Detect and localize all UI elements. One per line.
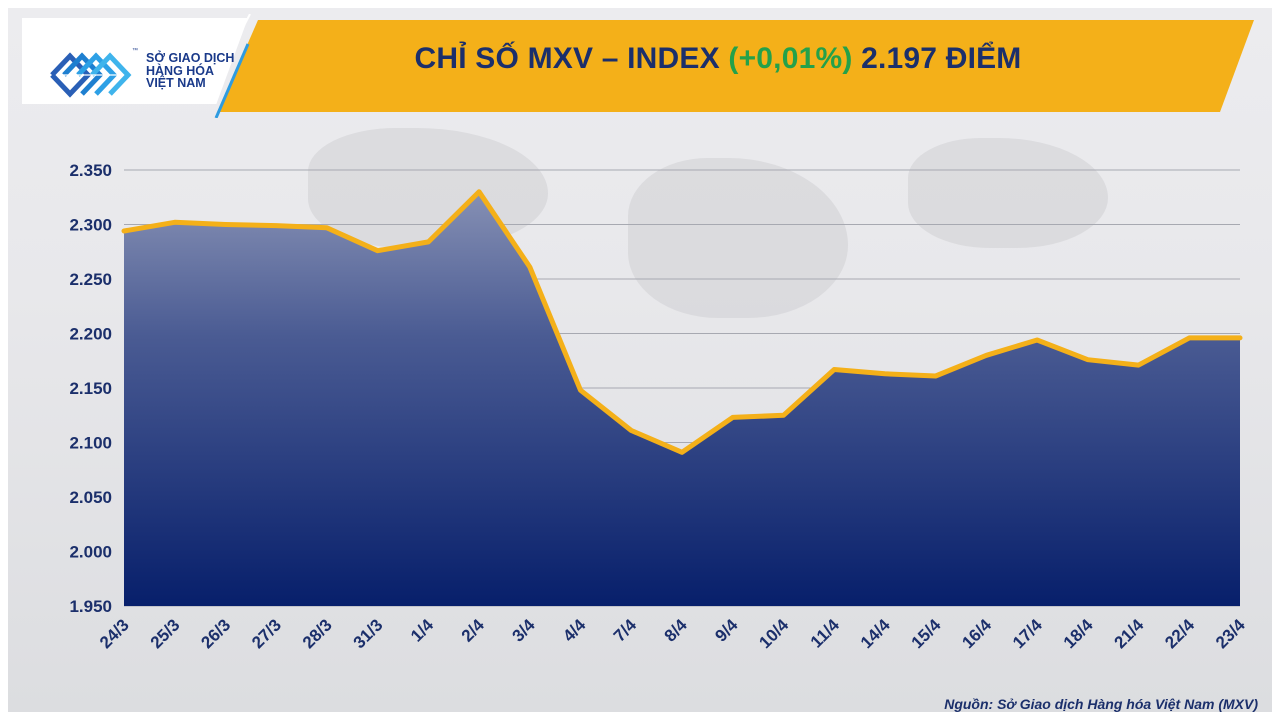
logo-line-1: SỞ GIAO DỊCH xyxy=(146,51,235,65)
x-tick-label: 3/4 xyxy=(508,615,539,646)
x-tick-label: 26/3 xyxy=(197,615,234,652)
logo-panel xyxy=(22,18,248,104)
x-tick-label: 17/4 xyxy=(1009,615,1046,652)
x-tick-label: 8/4 xyxy=(661,615,692,646)
series-area xyxy=(124,191,1240,607)
x-tick-label: 1/4 xyxy=(407,615,438,646)
trademark-symbol: ™ xyxy=(132,48,138,54)
x-tick-label: 11/4 xyxy=(807,615,844,652)
world-map-background xyxy=(628,158,848,318)
x-tick-label: 24/3 xyxy=(96,615,133,652)
x-tick-label: 21/4 xyxy=(1111,615,1148,652)
x-tick-label: 18/4 xyxy=(1060,615,1097,652)
index-chart: 1.950 2.000 2.050 2.100 2.150 2.200 2.250 2.300… xyxy=(69,161,1249,652)
chart-card: ™ SỞ GIAO DỊCH HÀNG HÓA VIỆT NAM CHỈ SỐ … xyxy=(8,8,1272,712)
x-tick-label: 27/3 xyxy=(248,615,285,652)
y-tick-label: 2.050 xyxy=(69,488,112,507)
x-tick-label: 16/4 xyxy=(958,615,995,652)
logo-line-2: HÀNG HÓA xyxy=(146,63,215,78)
x-tick-label: 2/4 xyxy=(458,615,489,646)
y-tick-label: 2.100 xyxy=(69,434,112,453)
world-map-background xyxy=(308,128,548,248)
y-tick-label: 2.250 xyxy=(69,270,112,289)
y-tick-label: 2.150 xyxy=(69,379,112,398)
x-tick-label: 4/4 xyxy=(559,615,590,646)
y-tick-label: 1.950 xyxy=(69,597,112,616)
mxv-chevron-logo-icon xyxy=(50,52,132,98)
x-tick-label: 7/4 xyxy=(610,615,641,646)
x-tick-label: 9/4 xyxy=(711,615,742,646)
x-tick-label: 23/4 xyxy=(1212,615,1249,652)
x-tick-label: 14/4 xyxy=(857,615,894,652)
title-suffix: 2.197 ĐIỂM xyxy=(861,42,1022,75)
title-banner xyxy=(218,20,1254,112)
logo-wordmark: SỞ GIAO DỊCH HÀNG HÓA VIỆT NAM xyxy=(146,52,246,90)
y-tick-label: 2.350 xyxy=(69,161,112,180)
y-tick-label: 2.000 xyxy=(69,543,112,562)
title-prefix: CHỈ SỐ MXV – INDEX xyxy=(414,42,720,75)
x-tick-label: 25/3 xyxy=(147,615,184,652)
title-change: (+0,01%) xyxy=(728,42,853,75)
x-tick-label: 31/3 xyxy=(350,615,387,652)
y-tick-label: 2.300 xyxy=(69,216,112,235)
x-tick-label: 15/4 xyxy=(908,615,945,652)
chart-title: CHỈ SỐ MXV – INDEX (+0,01%) 2.197 ĐIỂM xyxy=(208,42,1228,76)
logo-line-3: VIỆT NAM xyxy=(146,76,206,90)
world-map-background xyxy=(908,138,1108,248)
x-tick-label: 22/4 xyxy=(1161,615,1198,652)
y-tick-label: 2.200 xyxy=(69,325,112,344)
x-tick-label: 10/4 xyxy=(755,615,792,652)
x-tick-label: 28/3 xyxy=(299,615,336,652)
source-note: Nguồn: Sở Giao dịch Hàng hóa Việt Nam (M… xyxy=(944,696,1258,712)
